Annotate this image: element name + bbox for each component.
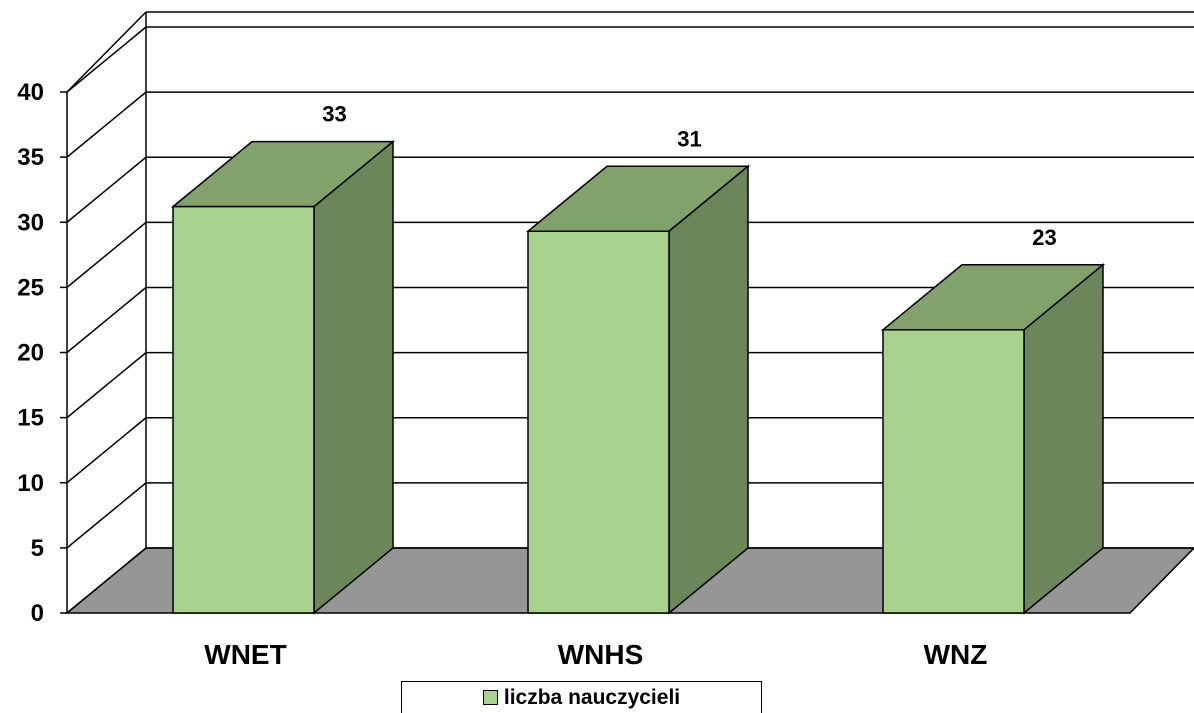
y-axis-ticks: 0 5 10 15 20 25 30 35 40 xyxy=(17,79,44,627)
data-label: 23 xyxy=(1032,225,1056,250)
bar-side xyxy=(313,140,394,615)
x-axis-categories: WNET WNHS WNZ xyxy=(204,639,987,670)
x-category-label: WNZ xyxy=(924,639,988,670)
data-label: 33 xyxy=(322,102,346,127)
x-category-label: WNET xyxy=(204,639,286,670)
chart-walls xyxy=(66,11,1194,613)
bar-front xyxy=(527,230,670,614)
y-tick-label: 5 xyxy=(31,535,44,562)
y-tick-label: 10 xyxy=(17,470,44,497)
gridline-side xyxy=(66,26,147,93)
bar-side xyxy=(668,164,749,615)
bar-wnet xyxy=(170,140,396,615)
gridline-side xyxy=(66,547,147,614)
bar-wnhs xyxy=(525,164,751,615)
y-tick-label: 35 xyxy=(17,144,44,171)
legend-label: liczba nauczycieli xyxy=(503,685,681,709)
gridline-side xyxy=(66,286,147,354)
y-tick-label: 0 xyxy=(31,600,44,627)
side-wall-top xyxy=(66,11,147,93)
y-tick-label: 25 xyxy=(17,274,44,301)
y-tick-label: 30 xyxy=(17,209,44,236)
x-category-label: WNHS xyxy=(558,639,644,670)
data-labels: 33 31 23 xyxy=(322,102,1056,250)
gridline-side xyxy=(66,417,147,484)
gridline-side xyxy=(66,91,147,158)
bars xyxy=(170,140,1106,615)
bar-front xyxy=(882,329,1025,614)
gridline-side xyxy=(66,352,147,419)
gridline-side xyxy=(66,221,147,288)
legend-swatch xyxy=(482,690,498,705)
gridline-side xyxy=(66,156,147,223)
y-tick-label: 20 xyxy=(17,340,44,367)
y-tick-label: 15 xyxy=(17,405,44,432)
gridline-side xyxy=(66,482,147,549)
data-label: 31 xyxy=(677,126,701,151)
bar-wnz xyxy=(880,263,1106,615)
legend: liczba nauczycieli xyxy=(401,681,762,713)
y-tick-label: 40 xyxy=(17,79,44,106)
bar-front xyxy=(172,205,315,614)
